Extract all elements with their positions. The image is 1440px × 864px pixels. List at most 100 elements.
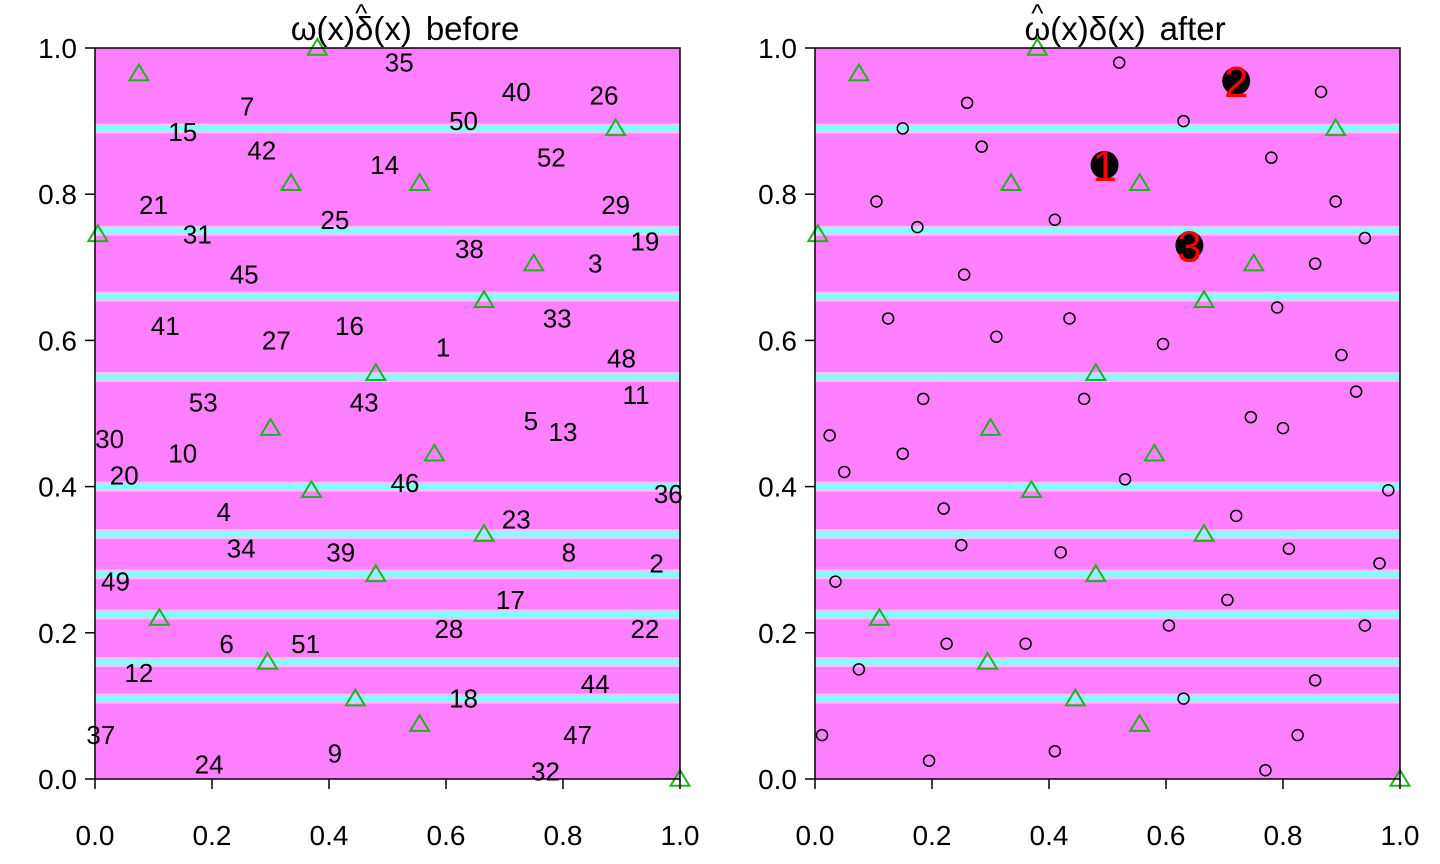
point-number-label: 11 bbox=[623, 380, 650, 410]
point-number-label: 52 bbox=[537, 143, 566, 173]
triangle-marker bbox=[86, 223, 110, 243]
point-number-label: 15 bbox=[168, 117, 197, 147]
triangle-marker bbox=[1324, 117, 1347, 137]
triangle-marker bbox=[522, 252, 545, 272]
selected-points: 1 2 3 bbox=[1090, 58, 1251, 271]
delta-hat: ^ bbox=[355, 0, 368, 28]
point-number-label: 12 bbox=[124, 658, 153, 688]
point-number-label: 33 bbox=[543, 303, 572, 333]
candidate-point bbox=[1335, 348, 1348, 362]
heatmap-band bbox=[95, 484, 680, 490]
point-number-label: 47 bbox=[563, 720, 592, 750]
triangle-marker bbox=[344, 687, 367, 707]
x-tick-label: 0.4 bbox=[1030, 820, 1069, 851]
candidate-point bbox=[1358, 231, 1372, 245]
heatmap-band bbox=[815, 484, 1400, 490]
heatmap-band bbox=[95, 228, 680, 234]
triangle-marker bbox=[1026, 37, 1049, 56]
candidate-point bbox=[975, 140, 988, 153]
point-number-label: 25 bbox=[320, 205, 349, 235]
candidate-point bbox=[940, 637, 953, 651]
heatmap-band bbox=[815, 612, 1400, 618]
candidate-point bbox=[922, 754, 936, 767]
point-number-label: 50 bbox=[449, 106, 478, 136]
axes-after: 0.0 0.2 0.4 0.6 0.8 1.0 0.0 0.2 0.4 0.6 0.8 1.0 bbox=[758, 33, 1419, 851]
triangle-marker bbox=[1128, 172, 1151, 191]
point-number-label: 4 bbox=[216, 497, 230, 527]
selected-rank-label: 2 bbox=[1224, 58, 1248, 107]
triangle-marker bbox=[1242, 252, 1265, 272]
candidate-point bbox=[1118, 473, 1132, 486]
delta-hat: ^ bbox=[1031, 0, 1044, 28]
x-tick-label: 0.8 bbox=[1264, 820, 1303, 851]
point-number-label: 24 bbox=[195, 749, 224, 779]
candidate-point bbox=[815, 728, 829, 742]
point-number-label: 35 bbox=[385, 48, 414, 78]
triangle-marker bbox=[408, 172, 431, 191]
triangle-marker bbox=[1192, 523, 1216, 542]
candidate-point bbox=[957, 268, 971, 281]
triangle-marker bbox=[364, 563, 388, 583]
candidate-point bbox=[896, 447, 909, 460]
candidate-point bbox=[1259, 763, 1272, 777]
heatmap-band bbox=[95, 374, 680, 380]
point-number-label: 34 bbox=[227, 534, 256, 564]
candidate-point bbox=[1276, 421, 1290, 435]
point-number-label: 42 bbox=[247, 135, 276, 165]
point-number-label: 23 bbox=[502, 504, 531, 534]
heatmap-band bbox=[815, 294, 1400, 300]
heatmap-band bbox=[815, 125, 1400, 131]
candidate-point bbox=[1358, 619, 1372, 632]
x-tick-label: 0.8 bbox=[544, 820, 583, 851]
candidate-point bbox=[1019, 637, 1032, 651]
candidate-point bbox=[937, 502, 950, 515]
point-number-label: 31 bbox=[183, 219, 212, 249]
candidate-point bbox=[1265, 151, 1278, 164]
y-tick-label: 0.4 bbox=[38, 472, 77, 503]
point-number-label: 43 bbox=[350, 388, 379, 418]
heatmap-band bbox=[815, 531, 1400, 537]
point-number-label: 13 bbox=[549, 417, 578, 447]
x-tick-label: 0.0 bbox=[76, 820, 115, 851]
heatmap-band bbox=[95, 531, 680, 537]
x-tick-label: 0.2 bbox=[193, 820, 232, 851]
point-number-label: 6 bbox=[219, 629, 233, 659]
point-number-label: 40 bbox=[502, 77, 531, 107]
triangle-marker bbox=[256, 651, 279, 670]
selected-point bbox=[1222, 66, 1251, 95]
point-number-label: 10 bbox=[168, 439, 197, 469]
heatmap-band bbox=[815, 228, 1400, 234]
point-number-label: 32 bbox=[531, 757, 560, 787]
point-number-label: 45 bbox=[230, 260, 259, 290]
y-tick-label: 0.6 bbox=[758, 325, 797, 356]
candidate-point bbox=[1048, 213, 1062, 227]
triangle-marker bbox=[604, 117, 627, 137]
x-tick-label: 1.0 bbox=[661, 820, 700, 851]
candidate-point bbox=[1308, 257, 1322, 270]
x-tick-label: 1.0 bbox=[1381, 820, 1420, 851]
triangle-marker bbox=[148, 607, 171, 626]
candidate-point bbox=[1314, 85, 1328, 99]
point-number-label: 51 bbox=[291, 629, 320, 659]
point-number-label: 49 bbox=[101, 567, 130, 597]
y-tick-label: 0.6 bbox=[38, 325, 77, 356]
candidate-point bbox=[1063, 312, 1076, 325]
y-tick-label: 1.0 bbox=[758, 33, 797, 64]
candidate-point bbox=[881, 312, 895, 325]
heatmap-band bbox=[95, 696, 680, 702]
candidate-point bbox=[1349, 385, 1363, 398]
candidate-point bbox=[1077, 392, 1091, 406]
triangle-marker bbox=[806, 223, 830, 243]
heatmap-before bbox=[95, 48, 680, 779]
candidate-points bbox=[815, 56, 1395, 777]
candidate-point bbox=[1244, 410, 1258, 424]
x-tick-label: 0.0 bbox=[796, 820, 835, 851]
point-number-label: 41 bbox=[151, 311, 180, 341]
triangle-marker bbox=[279, 172, 303, 191]
point-number-label: 30 bbox=[95, 424, 124, 454]
point-number-label: 19 bbox=[630, 227, 659, 257]
x-tick-label: 0.6 bbox=[1147, 820, 1186, 851]
triangle-marker bbox=[472, 289, 496, 308]
candidate-point bbox=[1162, 619, 1176, 632]
